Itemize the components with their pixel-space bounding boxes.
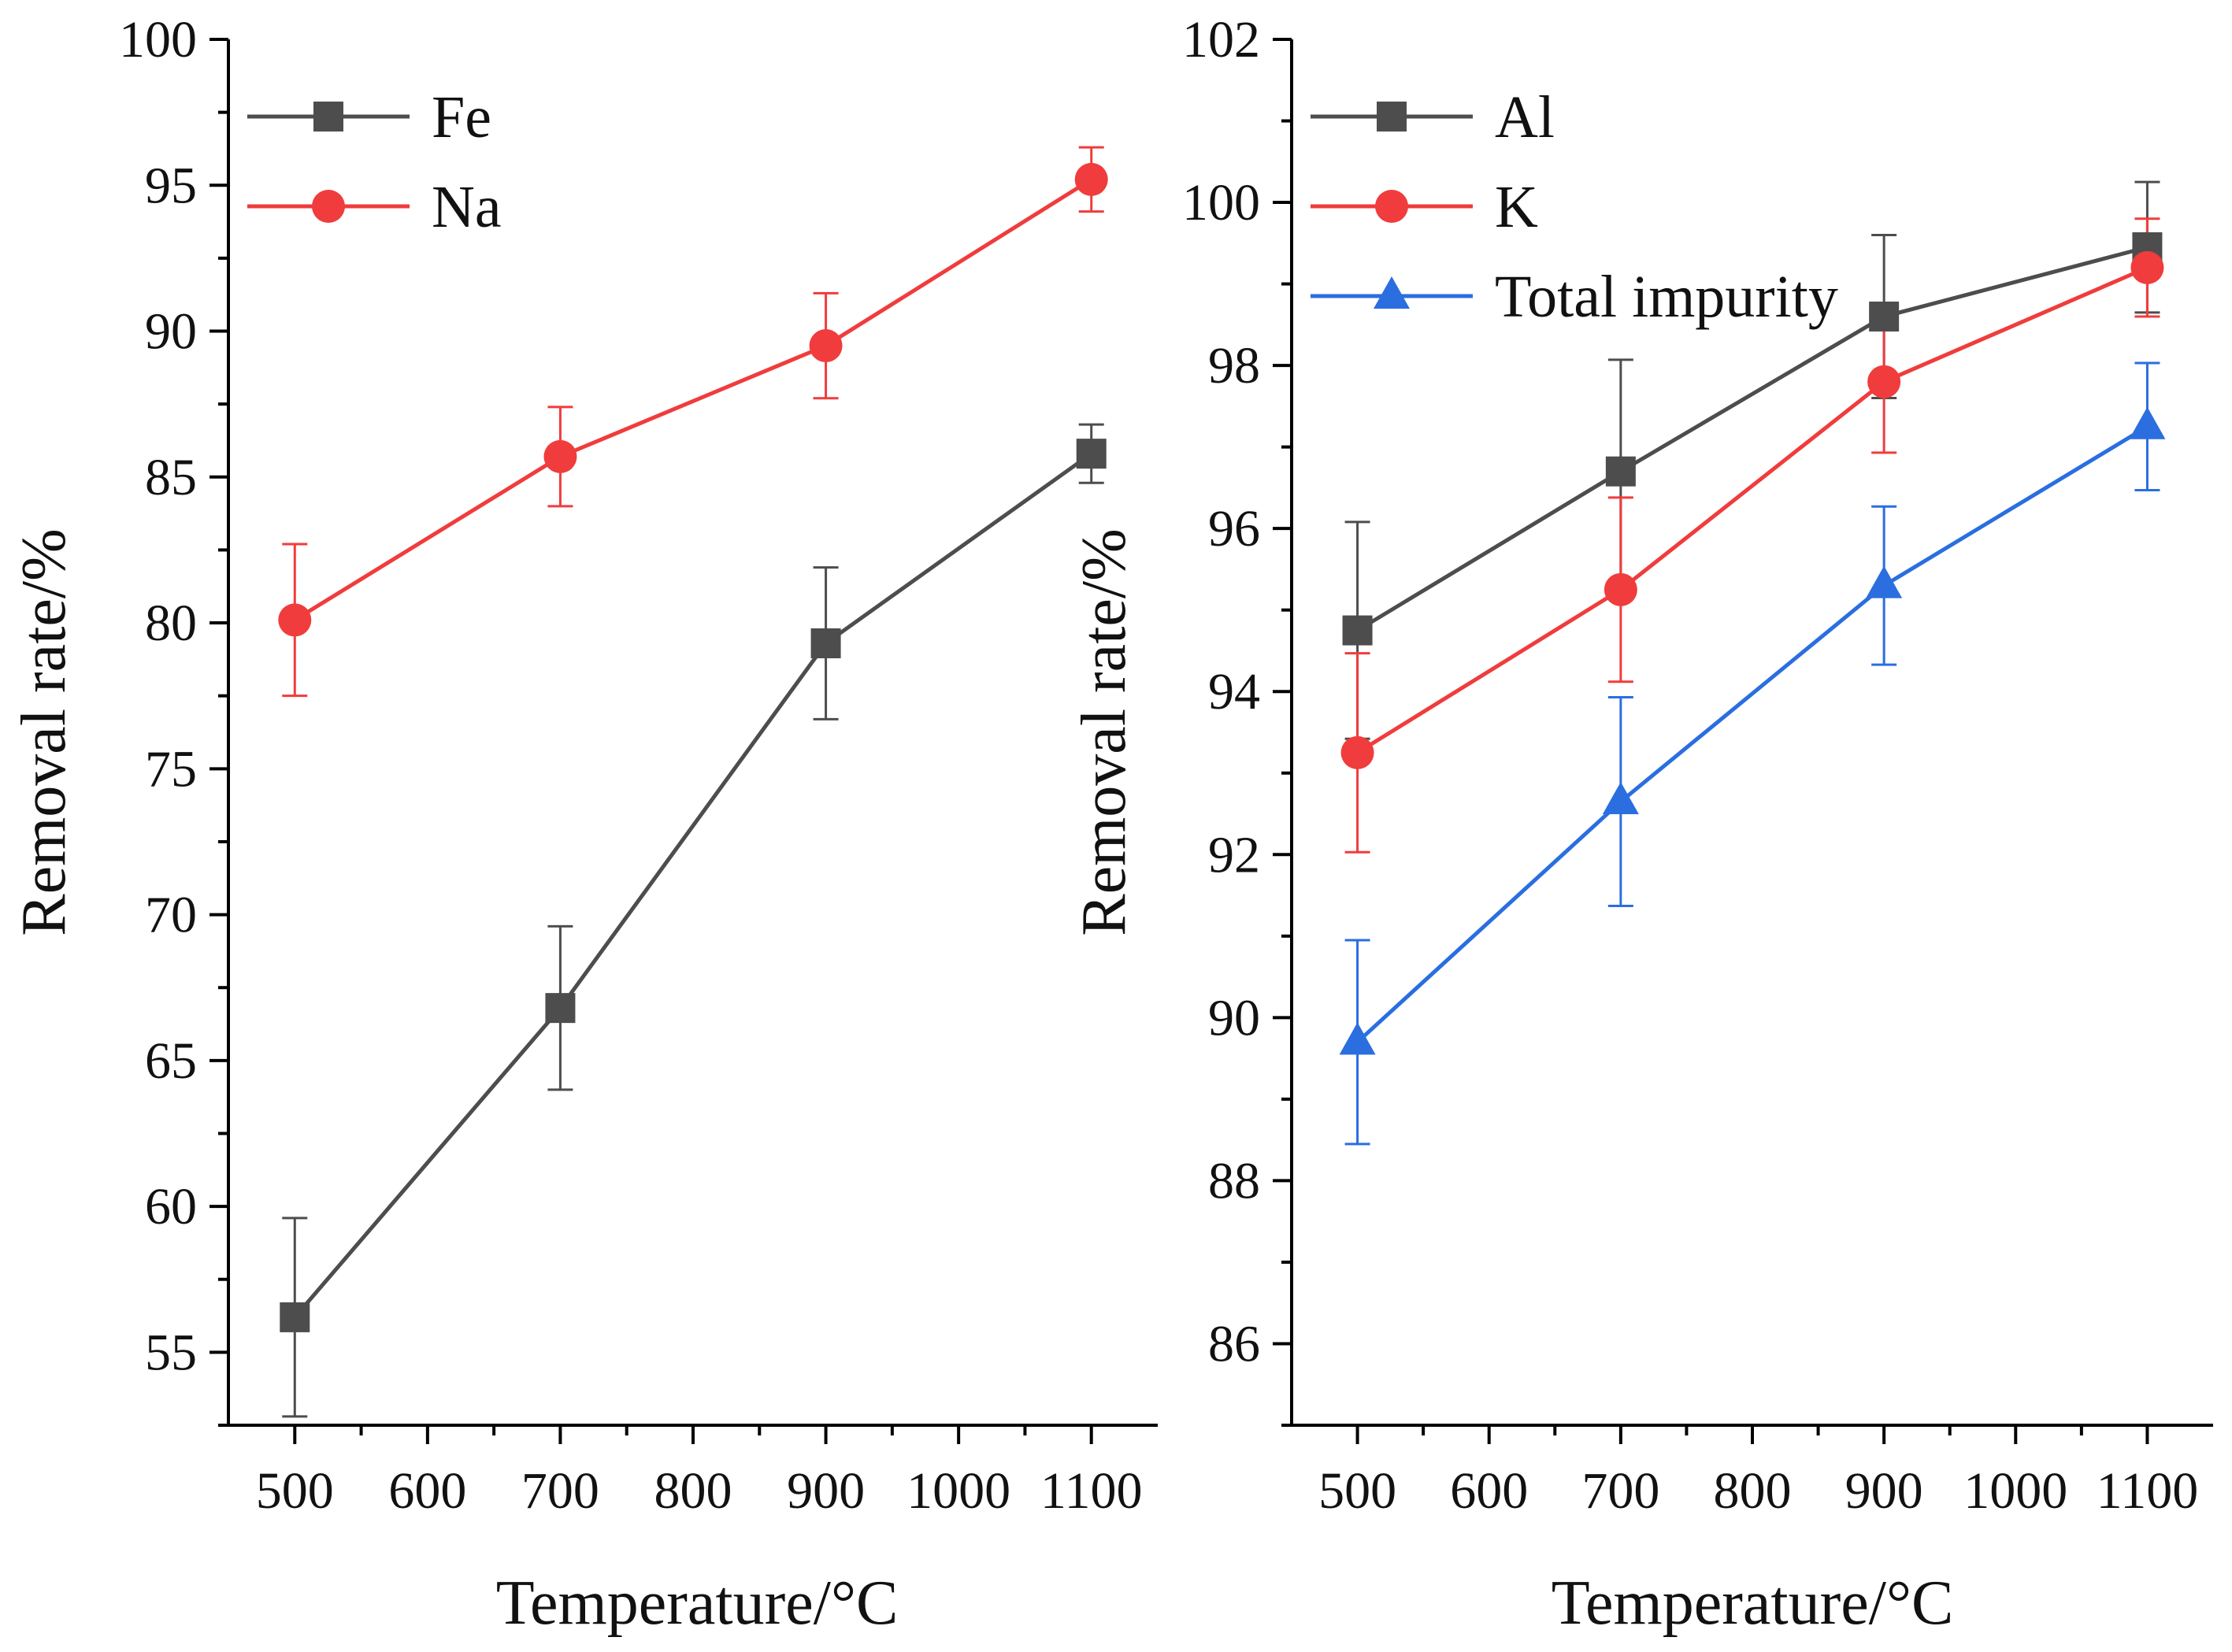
total-impurity-legend-marker bbox=[1374, 276, 1410, 309]
na-data-point bbox=[809, 329, 843, 363]
left-axis-ticks bbox=[209, 38, 1093, 1444]
x-tick-label: 800 bbox=[654, 1462, 732, 1520]
total-impurity-data-point bbox=[2129, 406, 2166, 439]
al-series-line bbox=[1356, 245, 2149, 632]
left-y-axis-title: Removal rate/% bbox=[9, 528, 79, 936]
fe-data-point bbox=[280, 1302, 310, 1332]
y-tick-label: 100 bbox=[119, 11, 197, 69]
y-tick-label: 86 bbox=[1208, 1315, 1260, 1372]
y-tick-label: 92 bbox=[1208, 826, 1260, 883]
right-series-markers bbox=[1339, 232, 2166, 1055]
y-tick-label: 90 bbox=[1208, 989, 1260, 1046]
y-tick-label: 65 bbox=[145, 1032, 197, 1090]
total-impurity-data-point bbox=[1339, 1022, 1376, 1055]
fe-data-point bbox=[1076, 439, 1107, 469]
total-impurity-data-point bbox=[1866, 565, 1903, 598]
na-legend-label: Na bbox=[432, 174, 502, 240]
k-data-point bbox=[1340, 735, 1374, 769]
y-tick-label: 88 bbox=[1208, 1152, 1260, 1209]
fe-legend-label: Fe bbox=[432, 84, 491, 150]
fe-series-line bbox=[293, 452, 1093, 1319]
na-data-point bbox=[1074, 162, 1108, 196]
x-tick-label: 900 bbox=[787, 1462, 865, 1520]
al-legend-marker bbox=[1377, 102, 1407, 131]
al-data-point bbox=[1605, 456, 1636, 487]
y-tick-label: 75 bbox=[145, 740, 197, 798]
na-data-point bbox=[543, 439, 577, 473]
fe-data-point bbox=[810, 628, 841, 658]
x-tick-label: 1000 bbox=[907, 1462, 1010, 1520]
y-tick-label: 102 bbox=[1182, 11, 1260, 69]
x-tick-label: 1100 bbox=[2097, 1462, 2199, 1520]
left-chart-panel: 500 600 700 800 900 1000 1100 55 60 65 70 75 80 85 90… bbox=[9, 11, 1158, 1638]
x-tick-label: 700 bbox=[1581, 1462, 1659, 1520]
y-tick-label: 60 bbox=[145, 1178, 197, 1235]
k-data-point bbox=[1867, 365, 1901, 398]
y-tick-label: 70 bbox=[145, 887, 197, 944]
x-tick-label: 1000 bbox=[1963, 1462, 2067, 1520]
right-chart-panel: 500 600 700 800 900 1000 1100 86 88 90 92 94 96 98 10… bbox=[1070, 11, 2213, 1638]
k-legend-label: K bbox=[1495, 174, 1538, 240]
right-legend: Al K Total impurity bbox=[1311, 84, 1838, 330]
x-tick-label: 700 bbox=[521, 1462, 599, 1520]
na-series-line bbox=[293, 177, 1093, 622]
left-legend: Fe Na bbox=[247, 84, 502, 240]
k-legend-marker bbox=[1375, 190, 1408, 223]
y-tick-label: 100 bbox=[1182, 174, 1260, 232]
y-tick-label: 94 bbox=[1208, 663, 1260, 720]
al-data-point bbox=[1342, 615, 1373, 646]
y-tick-label: 80 bbox=[145, 594, 197, 652]
left-x-tick-labels: 500 600 700 800 900 1000 1100 bbox=[256, 1462, 1143, 1520]
al-legend-label: Al bbox=[1495, 84, 1555, 150]
y-tick-label: 95 bbox=[145, 157, 197, 214]
y-tick-label: 55 bbox=[145, 1324, 197, 1381]
y-tick-label: 85 bbox=[145, 449, 197, 506]
left-series-markers bbox=[278, 162, 1108, 1332]
fe-legend-marker bbox=[313, 102, 343, 131]
na-legend-marker bbox=[312, 190, 345, 223]
right-x-tick-labels: 500 600 700 800 900 1000 1100 bbox=[1318, 1462, 2198, 1520]
total-impurity-data-point bbox=[1602, 782, 1639, 814]
total-impurity-legend-label: Total impurity bbox=[1495, 264, 1838, 330]
right-y-axis-title: Removal rate/% bbox=[1070, 528, 1139, 936]
right-axis-ticks bbox=[1273, 38, 2149, 1444]
left-x-axis-title: Temperature/°C bbox=[496, 1569, 899, 1638]
total-impurity-series-line bbox=[1355, 424, 2149, 1044]
y-tick-label: 90 bbox=[145, 303, 197, 361]
k-series-line bbox=[1356, 265, 2149, 755]
x-tick-label: 600 bbox=[1450, 1462, 1528, 1520]
al-data-point bbox=[1869, 302, 1900, 332]
x-tick-label: 800 bbox=[1714, 1462, 1792, 1520]
right-y-tick-labels: 86 88 90 92 94 96 98 100 102 bbox=[1182, 11, 1260, 1372]
x-tick-label: 500 bbox=[256, 1462, 334, 1520]
fe-data-point bbox=[545, 993, 576, 1024]
na-data-point bbox=[278, 603, 312, 637]
right-series-lines bbox=[1355, 245, 2149, 1044]
k-data-point bbox=[2130, 250, 2164, 284]
right-x-axis-title: Temperature/°C bbox=[1552, 1569, 1954, 1638]
x-tick-label: 900 bbox=[1845, 1462, 1923, 1520]
x-tick-label: 500 bbox=[1318, 1462, 1396, 1520]
left-series-lines bbox=[293, 177, 1093, 1319]
x-tick-label: 600 bbox=[388, 1462, 466, 1520]
y-tick-label: 96 bbox=[1208, 500, 1260, 557]
k-data-point bbox=[1604, 572, 1637, 606]
x-tick-label: 1100 bbox=[1040, 1462, 1143, 1520]
y-tick-label: 98 bbox=[1208, 337, 1260, 394]
left-y-tick-labels: 55 60 65 70 75 80 85 90 95 100 bbox=[119, 11, 197, 1381]
